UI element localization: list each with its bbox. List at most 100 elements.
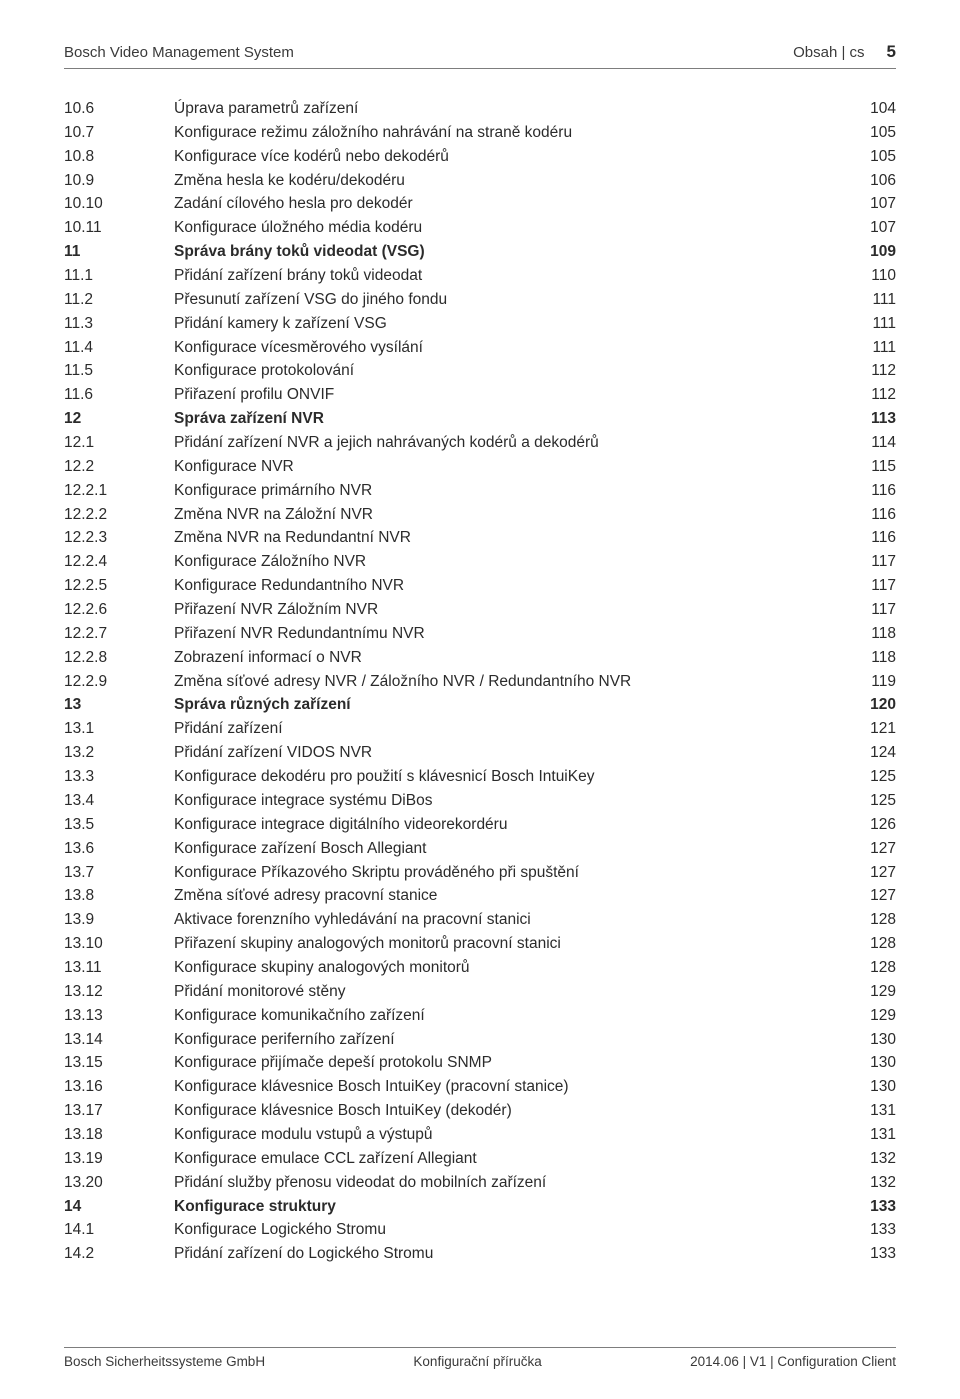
footer-divider [64, 1347, 896, 1348]
toc-row: 11Správa brány toků videodat (VSG)109 [64, 240, 896, 264]
toc-number: 13.2 [64, 741, 174, 765]
toc-title: Změna hesla ke kodéru/dekodéru [174, 169, 850, 193]
toc-row: 13.2Přidání zařízení VIDOS NVR124 [64, 741, 896, 765]
toc-page: 128 [850, 932, 896, 956]
toc-row: 10.9Změna hesla ke kodéru/dekodéru106 [64, 169, 896, 193]
toc-title: Konfigurace NVR [174, 455, 850, 479]
toc-row: 13.3Konfigurace dekodéru pro použití s k… [64, 765, 896, 789]
toc-number: 13.3 [64, 765, 174, 789]
page-header: Bosch Video Management System Obsah | cs… [64, 42, 896, 68]
toc-number: 10.10 [64, 192, 174, 216]
toc-page: 132 [850, 1147, 896, 1171]
toc-number: 13.16 [64, 1075, 174, 1099]
header-title: Bosch Video Management System [64, 44, 294, 61]
toc-page: 133 [850, 1218, 896, 1242]
toc-row: 13.12Přidání monitorové stěny129 [64, 980, 896, 1004]
toc-row: 13.14Konfigurace periferního zařízení130 [64, 1028, 896, 1052]
toc-page: 125 [850, 789, 896, 813]
toc-row: 13.4Konfigurace integrace systému DiBos1… [64, 789, 896, 813]
toc-number: 13.7 [64, 861, 174, 885]
toc-page: 105 [850, 121, 896, 145]
header-section-label: Obsah | cs [793, 44, 864, 61]
toc-row: 14Konfigurace struktury133 [64, 1195, 896, 1219]
toc-page: 127 [850, 861, 896, 885]
toc-number: 10.9 [64, 169, 174, 193]
toc-page: 120 [850, 693, 896, 717]
toc-title: Konfigurace skupiny analogových monitorů [174, 956, 850, 980]
toc-number: 11.3 [64, 312, 174, 336]
toc-page: 110 [850, 264, 896, 288]
toc-page: 117 [850, 574, 896, 598]
toc-page: 119 [850, 670, 896, 694]
toc-number: 14.2 [64, 1242, 174, 1266]
toc-title: Konfigurace primárního NVR [174, 479, 850, 503]
toc-page: 118 [850, 622, 896, 646]
toc-number: 12.2.3 [64, 526, 174, 550]
toc-title: Přidání zařízení [174, 717, 850, 741]
toc-title: Konfigurace periferního zařízení [174, 1028, 850, 1052]
toc-title: Správa brány toků videodat (VSG) [174, 240, 850, 264]
toc-page: 112 [850, 383, 896, 407]
toc-row: 13.18Konfigurace modulu vstupů a výstupů… [64, 1123, 896, 1147]
toc-row: 11.2Přesunutí zařízení VSG do jiného fon… [64, 288, 896, 312]
toc-page: 127 [850, 837, 896, 861]
toc-title: Úprava parametrů zařízení [174, 97, 850, 121]
toc-title: Přiřazení profilu ONVIF [174, 383, 850, 407]
toc-page: 128 [850, 908, 896, 932]
toc-title: Konfigurace vícesměrového vysílání [174, 336, 850, 360]
toc-page: 116 [850, 479, 896, 503]
toc-number: 12.2.7 [64, 622, 174, 646]
toc-title: Konfigurace protokolování [174, 359, 850, 383]
toc-number: 12.2.4 [64, 550, 174, 574]
toc-page: 131 [850, 1123, 896, 1147]
header-right: Obsah | cs 5 [793, 42, 896, 62]
toc-number: 12.2.6 [64, 598, 174, 622]
toc-row: 12.2.3Změna NVR na Redundantní NVR116 [64, 526, 896, 550]
toc-number: 10.8 [64, 145, 174, 169]
toc-number: 12.2.9 [64, 670, 174, 694]
toc-page: 104 [850, 97, 896, 121]
toc-number: 12.1 [64, 431, 174, 455]
toc-number: 13.19 [64, 1147, 174, 1171]
toc-page: 130 [850, 1075, 896, 1099]
toc-title: Přidání monitorové stěny [174, 980, 850, 1004]
toc-number: 11.1 [64, 264, 174, 288]
toc-title: Konfigurace Příkazového Skriptu prováděn… [174, 861, 850, 885]
toc-number: 13.18 [64, 1123, 174, 1147]
toc-row: 13.10Přiřazení skupiny analogových monit… [64, 932, 896, 956]
toc-title: Přidání zařízení VIDOS NVR [174, 741, 850, 765]
page-footer: Bosch Sicherheitssysteme GmbH Konfigurač… [64, 1354, 896, 1369]
toc-number: 13.9 [64, 908, 174, 932]
toc-title: Konfigurace struktury [174, 1195, 850, 1219]
toc-number: 13.5 [64, 813, 174, 837]
toc-page: 113 [850, 407, 896, 431]
toc-row: 12.2.7Přiřazení NVR Redundantnímu NVR118 [64, 622, 896, 646]
toc-page: 133 [850, 1195, 896, 1219]
toc-title: Přidání služby přenosu videodat do mobil… [174, 1171, 850, 1195]
toc-page: 107 [850, 216, 896, 240]
toc-page: 124 [850, 741, 896, 765]
toc-row: 13.13Konfigurace komunikačního zařízení1… [64, 1004, 896, 1028]
toc-page: 116 [850, 503, 896, 527]
toc-number: 11.4 [64, 336, 174, 360]
toc-page: 121 [850, 717, 896, 741]
toc-title: Přiřazení NVR Záložním NVR [174, 598, 850, 622]
toc-page: 111 [850, 288, 896, 312]
toc-row: 10.10Zadání cílového hesla pro dekodér10… [64, 192, 896, 216]
toc-number: 11.2 [64, 288, 174, 312]
toc-title: Přidání zařízení brány toků videodat [174, 264, 850, 288]
toc-row: 12.2.1Konfigurace primárního NVR116 [64, 479, 896, 503]
toc-row: 10.6Úprava parametrů zařízení104 [64, 97, 896, 121]
toc-number: 12.2 [64, 455, 174, 479]
toc-page: 114 [850, 431, 896, 455]
toc-page: 128 [850, 956, 896, 980]
toc-page: 130 [850, 1028, 896, 1052]
document-page: Bosch Video Management System Obsah | cs… [0, 0, 960, 1399]
toc-page: 118 [850, 646, 896, 670]
toc-title: Konfigurace úložného média kodéru [174, 216, 850, 240]
toc-page: 106 [850, 169, 896, 193]
toc-page: 129 [850, 1004, 896, 1028]
toc-title: Konfigurace integrace systému DiBos [174, 789, 850, 813]
toc-title: Konfigurace integrace digitálního videor… [174, 813, 850, 837]
toc-number: 10.6 [64, 97, 174, 121]
